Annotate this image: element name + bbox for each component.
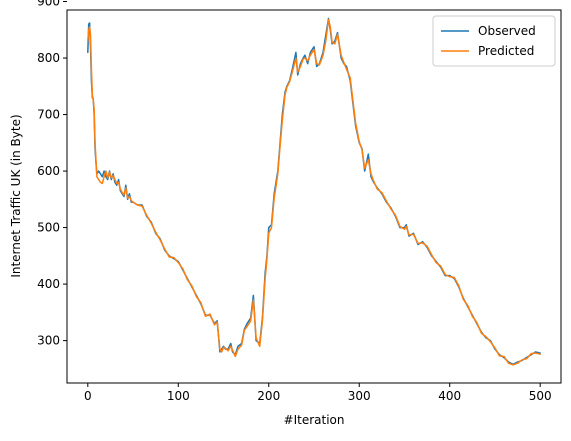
legend: Observed Predicted bbox=[432, 15, 556, 67]
series-line-predicted bbox=[87, 18, 541, 366]
plot-frame bbox=[66, 9, 562, 384]
legend-label: Observed bbox=[478, 24, 536, 38]
y-axis-label: Internet Traffic UK (in Byte) bbox=[9, 114, 23, 277]
x-axis-label: #Iteration bbox=[284, 413, 345, 427]
y-tick-label: 600 bbox=[37, 164, 60, 178]
x-tick-label: 500 bbox=[529, 389, 552, 403]
y-tick-label: 700 bbox=[37, 108, 60, 122]
legend-box bbox=[432, 15, 556, 67]
legend-label: Predicted bbox=[478, 44, 534, 58]
y-tick-label: 800 bbox=[37, 51, 60, 65]
y-tick-label: 900 bbox=[37, 0, 60, 9]
x-tick-label: 0 bbox=[84, 389, 92, 403]
x-tick-label: 300 bbox=[348, 389, 371, 403]
y-tick-label: 500 bbox=[37, 221, 60, 235]
x-tick-label: 400 bbox=[438, 389, 461, 403]
series-layer bbox=[87, 17, 541, 366]
plot-area bbox=[67, 10, 561, 383]
x-tick-label: 200 bbox=[257, 389, 280, 403]
y-tick-label: 300 bbox=[37, 334, 60, 348]
y-tick-label: 400 bbox=[37, 277, 60, 291]
axes-layer: 0 100 200 300 400 500 300 400 500 600 700 800 900 bbox=[37, 0, 552, 403]
x-tick-label: 100 bbox=[167, 389, 190, 403]
